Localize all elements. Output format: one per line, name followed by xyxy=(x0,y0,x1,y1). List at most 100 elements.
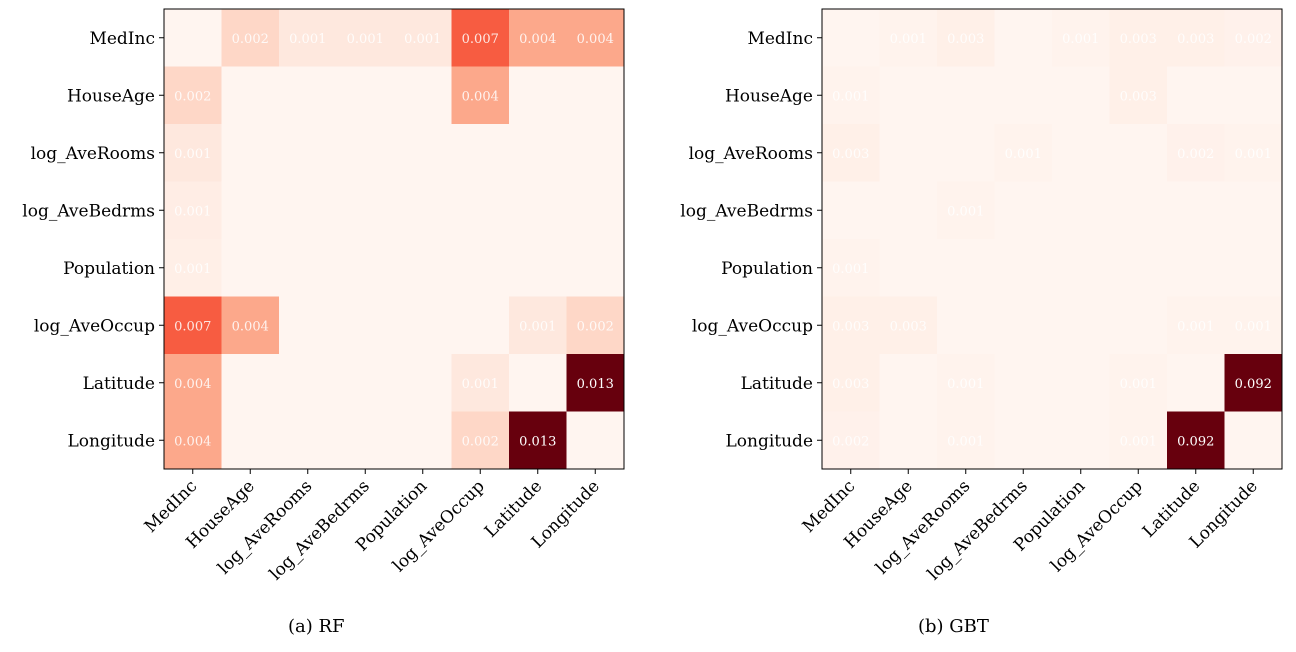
heatmap-cell-gbt xyxy=(1052,296,1110,355)
heatmap-cell-rf xyxy=(164,411,222,470)
heatmap-cell-gbt xyxy=(1052,411,1110,470)
heatmap-cell-gbt xyxy=(937,239,995,297)
heatmap-cell-rf xyxy=(394,66,452,125)
heatmap-cell-gbt xyxy=(1224,411,1283,470)
heatmap-cell-gbt xyxy=(879,181,938,240)
cell-value-label-gbt: 0.001 xyxy=(1120,434,1157,449)
y-tick-label-gbt: HouseAge xyxy=(725,86,813,106)
heatmap-cell-gbt xyxy=(822,66,880,125)
heatmap-cell-rf xyxy=(336,239,395,297)
heatmap-cell-gbt xyxy=(822,296,880,355)
cell-value-label-rf: 0.004 xyxy=(174,434,211,449)
cell-value-label-gbt: 0.003 xyxy=(832,147,869,162)
heatmap-cell-gbt xyxy=(1224,181,1283,240)
cell-value-label-gbt: 0.001 xyxy=(947,377,984,392)
heatmap-cell-rf xyxy=(336,66,395,125)
cell-value-label-rf: 0.002 xyxy=(577,319,614,334)
y-tick-label-gbt: log_AveRooms xyxy=(689,144,813,164)
heatmap-cell-rf xyxy=(451,66,510,125)
cell-value-label-rf: 0.004 xyxy=(577,32,614,47)
heatmap-cell-rf xyxy=(221,66,280,125)
heatmap-cell-rf xyxy=(221,296,280,355)
cell-value-label-gbt: 0.003 xyxy=(832,377,869,392)
heatmap-cell-gbt xyxy=(1167,9,1225,67)
cell-value-label-gbt: 0.001 xyxy=(832,89,869,104)
heatmap-cell-rf xyxy=(221,9,280,67)
cell-value-label-gbt: 0.001 xyxy=(1235,147,1272,162)
heatmap-cell-rf xyxy=(509,411,567,470)
cell-value-label-gbt: 0.001 xyxy=(947,204,984,219)
x-tick-label-rf: log_AveBedrms xyxy=(266,476,374,584)
heatmap-cell-rf xyxy=(509,354,567,412)
heatmap-panel-gbt: 0.001 0.003 0.001 0.003 0.003 0.002 0.001 0.003… xyxy=(680,8,1283,584)
heatmap-cell-rf xyxy=(509,66,567,125)
heatmap-cell-gbt xyxy=(879,296,938,355)
heatmap-cell-rf xyxy=(451,239,510,297)
heatmap-cell-gbt xyxy=(879,66,938,125)
caption-gbt: (b) GBT xyxy=(918,616,989,637)
cell-value-label-gbt: 0.001 xyxy=(1235,319,1272,334)
heatmap-cell-gbt xyxy=(1109,124,1168,182)
heatmap-frame-rf xyxy=(163,8,625,470)
y-tick-label-rf: Latitude xyxy=(83,374,155,394)
cell-value-label-rf: 0.002 xyxy=(174,89,211,104)
y-tick-label-rf: log_AveRooms xyxy=(31,144,155,164)
cell-value-label-rf: 0.001 xyxy=(347,32,384,47)
heatmap-cell-gbt xyxy=(994,354,1053,412)
heatmap-cell-rf xyxy=(221,239,280,297)
heatmap-cell-rf xyxy=(394,239,452,297)
heatmap-cell-gbt xyxy=(1109,181,1168,240)
heatmap-cell-gbt xyxy=(1109,411,1168,470)
cell-value-label-rf: 0.002 xyxy=(232,32,269,47)
heatmap-cell-gbt xyxy=(937,411,995,470)
cell-value-label-rf: 0.004 xyxy=(232,319,269,334)
heatmap-cell-gbt xyxy=(1109,354,1168,412)
heatmap-cell-gbt xyxy=(1167,124,1225,182)
heatmap-cell-rf xyxy=(279,411,337,470)
cell-value-label-gbt: 0.001 xyxy=(1062,32,1099,47)
y-tick-label-rf: log_AveOccup xyxy=(34,316,155,336)
heatmap-cell-rf xyxy=(221,124,280,182)
cell-value-label-gbt: 0.002 xyxy=(832,434,869,449)
heatmap-cell-gbt xyxy=(1052,239,1110,297)
heatmap-cell-rf xyxy=(164,9,222,67)
heatmap-cell-rf xyxy=(566,66,625,125)
heatmap-cell-rf xyxy=(566,239,625,297)
cell-value-label-rf: 0.001 xyxy=(174,262,211,277)
heatmap-cell-gbt xyxy=(1052,124,1110,182)
heatmap-cell-rf xyxy=(336,9,395,67)
heatmap-cell-rf xyxy=(451,354,510,412)
y-tick-label-gbt: log_AveBedrms xyxy=(680,201,813,221)
heatmap-cell-gbt xyxy=(994,296,1053,355)
heatmap-cell-rf xyxy=(451,411,510,470)
heatmap-cell-rf xyxy=(279,9,337,67)
y-tick-label-gbt: log_AveOccup xyxy=(692,316,813,336)
heatmap-cell-rf xyxy=(394,411,452,470)
cell-value-label-rf: 0.002 xyxy=(462,434,499,449)
heatmap-cell-gbt xyxy=(1167,66,1225,125)
heatmap-cell-gbt xyxy=(1052,66,1110,125)
cell-value-label-rf: 0.004 xyxy=(519,32,556,47)
heatmap-cell-rf xyxy=(394,354,452,412)
cell-value-label-rf: 0.001 xyxy=(462,377,499,392)
cell-value-label-gbt: 0.001 xyxy=(1177,319,1214,334)
heatmap-cell-rf xyxy=(451,124,510,182)
heatmap-cell-rf xyxy=(336,354,395,412)
heatmap-cell-rf xyxy=(394,124,452,182)
heatmap-cell-gbt xyxy=(1224,124,1283,182)
y-tick-label-gbt: Population xyxy=(721,259,813,279)
heatmap-cell-gbt xyxy=(1052,181,1110,240)
heatmap-cell-gbt xyxy=(879,9,938,67)
heatmap-cell-gbt xyxy=(994,66,1053,125)
cell-value-label-gbt: 0.003 xyxy=(1120,32,1157,47)
cell-value-label-gbt: 0.003 xyxy=(1120,89,1157,104)
heatmap-cell-gbt xyxy=(1224,66,1283,125)
y-tick-label-rf: Longitude xyxy=(67,431,155,451)
cell-value-label-rf: 0.013 xyxy=(519,434,556,449)
heatmap-cell-rf xyxy=(164,296,222,355)
heatmap-cell-gbt xyxy=(822,124,880,182)
heatmap-cell-gbt xyxy=(1224,354,1283,412)
heatmap-cell-gbt xyxy=(1109,239,1168,297)
heatmap-panel-rf: 0.002 0.001 0.001 0.001 0.007 0.004 0.004 0.002… xyxy=(22,8,625,584)
